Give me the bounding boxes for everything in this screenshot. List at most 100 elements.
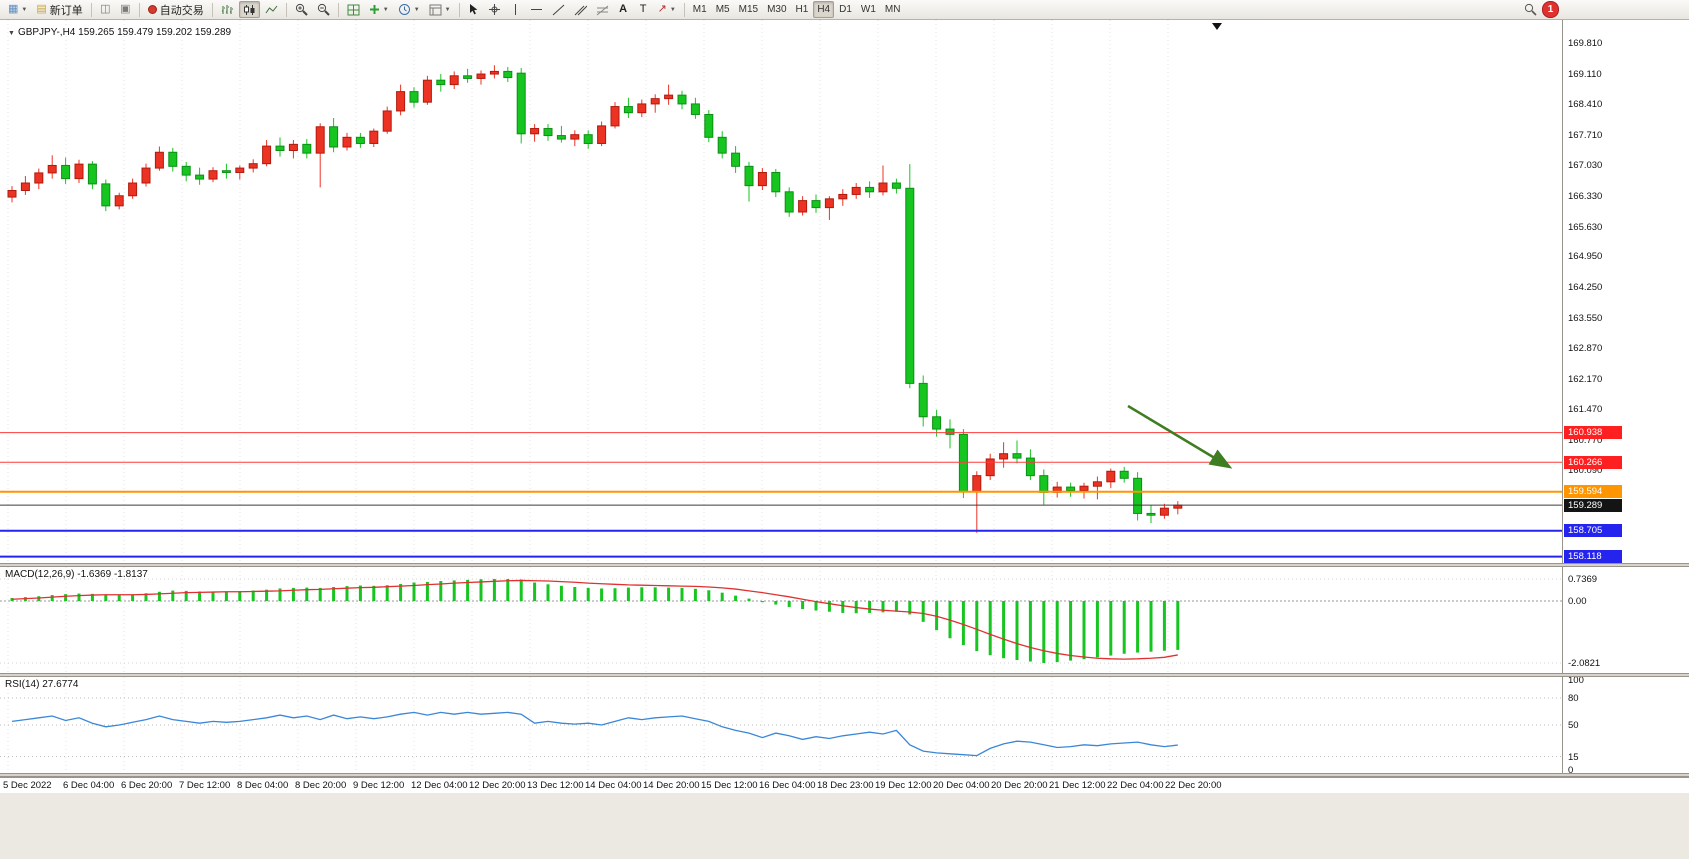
crosshair-icon bbox=[488, 4, 500, 15]
auto-trading-label: 自动交易 bbox=[159, 4, 204, 17]
cursor-icon bbox=[469, 4, 478, 15]
rsi-pane[interactable] bbox=[0, 677, 1562, 773]
time-label: 7 Dec 12:00 bbox=[179, 780, 231, 791]
timeframe-m5-button[interactable]: M5 bbox=[712, 1, 734, 18]
pane-splitter[interactable] bbox=[0, 773, 1689, 777]
macd-axis-label: 0.7369 bbox=[1568, 574, 1598, 586]
tile-windows-button[interactable] bbox=[343, 1, 364, 18]
chevron-down-icon: ▼ bbox=[413, 6, 420, 13]
time-label: 12 Dec 04:00 bbox=[411, 780, 468, 791]
text-icon: A bbox=[619, 3, 628, 15]
timeframe-h4-button[interactable]: H4 bbox=[813, 1, 835, 18]
chart-shift-marker[interactable] bbox=[1212, 23, 1222, 30]
macd-canvas[interactable] bbox=[0, 567, 1562, 673]
main-chart-canvas[interactable] bbox=[0, 20, 1562, 563]
notification-badge[interactable]: 1 bbox=[1542, 1, 1559, 18]
bar-chart-icon bbox=[221, 4, 233, 14]
indicators-plus-icon bbox=[369, 5, 379, 14]
new-order-button[interactable]: ▤ 新订单 bbox=[32, 1, 86, 18]
price-axis-label: 164.950 bbox=[1568, 251, 1603, 263]
data-window-button[interactable]: ▣ bbox=[116, 1, 135, 18]
indicators-button[interactable]: ▼ bbox=[365, 1, 393, 18]
chart-window-icon: ▦ bbox=[8, 3, 19, 15]
price-axis-label: 162.170 bbox=[1568, 373, 1603, 385]
macd-label: MACD(12,26,9) -1.6369 -1.8137 bbox=[5, 569, 148, 580]
line-chart-button[interactable] bbox=[261, 1, 282, 18]
templates-button[interactable]: ▼ bbox=[425, 1, 455, 18]
data-window-icon: ▣ bbox=[120, 3, 131, 15]
timeframe-d1-button[interactable]: D1 bbox=[835, 1, 856, 18]
main-toolbar: ▦ ▼ ▤ 新订单 ◫ ▣ 自动交易 bbox=[0, 0, 1689, 20]
crosshair-tool-button[interactable] bbox=[484, 1, 505, 18]
search-button[interactable] bbox=[1520, 1, 1541, 18]
template-icon bbox=[429, 4, 442, 15]
time-label: 18 Dec 23:00 bbox=[817, 780, 874, 791]
new-order-icon: ▤ bbox=[36, 3, 47, 15]
time-label: 14 Dec 20:00 bbox=[643, 780, 700, 791]
zoom-in-icon bbox=[295, 3, 308, 16]
horizontal-line-icon bbox=[530, 9, 542, 10]
profiles-button[interactable]: ◫ bbox=[96, 1, 115, 18]
time-label: 5 Dec 2022 bbox=[3, 780, 52, 791]
time-label: 8 Dec 04:00 bbox=[237, 780, 289, 791]
timeframe-w1-button[interactable]: W1 bbox=[857, 1, 880, 18]
time-label: 20 Dec 20:00 bbox=[991, 780, 1048, 791]
vertical-line-tool-button[interactable] bbox=[506, 1, 525, 18]
macd-axis-label: -2.0821 bbox=[1568, 658, 1601, 670]
toolbar-separator bbox=[285, 2, 287, 17]
rsi-label: RSI(14) 27.6774 bbox=[5, 679, 79, 690]
rsi-canvas[interactable] bbox=[0, 677, 1562, 773]
price-axis[interactable]: 169.810 169.110 168.410 167.710 167.030 166.3… bbox=[1562, 20, 1689, 776]
auto-trading-button[interactable]: 自动交易 bbox=[144, 1, 208, 18]
auto-trading-icon bbox=[147, 5, 157, 14]
symbol-info: ▼ GBPJPY-,H4 159.265 159.479 159.202 159.… bbox=[8, 27, 231, 38]
zoom-in-button[interactable] bbox=[291, 1, 312, 18]
time-label: 20 Dec 04:00 bbox=[933, 780, 990, 791]
timeframe-h1-button[interactable]: H1 bbox=[792, 1, 813, 18]
timeframe-mn-button[interactable]: MN bbox=[881, 1, 905, 18]
price-badge: 160.938 bbox=[1564, 426, 1622, 440]
pane-splitter[interactable] bbox=[0, 673, 1689, 677]
toolbar-separator bbox=[683, 2, 685, 17]
timeframe-m30-button[interactable]: M30 bbox=[763, 1, 790, 18]
new-chart-button[interactable]: ▦ ▼ bbox=[4, 1, 31, 18]
price-badge: 159.289 bbox=[1564, 498, 1622, 512]
time-axis[interactable]: 5 Dec 2022 6 Dec 04:00 6 Dec 20:00 7 Dec 12… bbox=[0, 777, 1689, 793]
time-label: 8 Dec 20:00 bbox=[295, 780, 347, 791]
label-tool-button[interactable]: T bbox=[634, 1, 653, 18]
toolbar-separator bbox=[458, 2, 460, 17]
bar-chart-button[interactable] bbox=[217, 1, 238, 18]
zoom-out-button[interactable] bbox=[313, 1, 334, 18]
price-axis-label: 163.550 bbox=[1568, 312, 1603, 324]
toolbar-separator bbox=[90, 2, 92, 17]
profiles-icon: ◫ bbox=[100, 3, 111, 15]
trendline-tool-button[interactable] bbox=[548, 1, 569, 18]
periods-button[interactable]: ▼ bbox=[394, 1, 424, 18]
price-axis-label: 160.090 bbox=[1568, 464, 1603, 476]
candlestick-chart-button[interactable] bbox=[238, 1, 260, 18]
horizontal-line-tool-button[interactable] bbox=[526, 1, 547, 18]
new-order-label: 新订单 bbox=[49, 4, 83, 17]
price-axis-label: 168.410 bbox=[1568, 99, 1603, 111]
time-label: 6 Dec 04:00 bbox=[63, 780, 115, 791]
rsi-axis-label: 0 bbox=[1568, 765, 1574, 776]
vertical-line-icon bbox=[514, 4, 516, 15]
cursor-tool-button[interactable] bbox=[464, 1, 483, 18]
search-icon bbox=[1524, 3, 1537, 16]
expand-triangle-icon[interactable]: ▼ bbox=[8, 30, 15, 37]
rsi-axis-label: 80 bbox=[1568, 693, 1579, 704]
rsi-axis-label: 50 bbox=[1568, 720, 1579, 731]
channel-tool-button[interactable] bbox=[570, 1, 591, 18]
timeframe-m1-button[interactable]: M1 bbox=[689, 1, 711, 18]
price-badge: 159.594 bbox=[1564, 485, 1622, 499]
fibonacci-tool-button[interactable] bbox=[592, 1, 613, 18]
price-axis-label: 167.030 bbox=[1568, 160, 1603, 171]
arrows-tool-button[interactable]: ↗ ▼ bbox=[654, 1, 680, 18]
main-chart-pane[interactable] bbox=[0, 20, 1562, 563]
timeframe-m15-button[interactable]: M15 bbox=[735, 1, 762, 18]
text-tool-button[interactable]: A bbox=[614, 1, 633, 18]
macd-pane[interactable] bbox=[0, 567, 1562, 673]
pane-splitter[interactable] bbox=[0, 563, 1689, 567]
macd-axis-label: 0.00 bbox=[1568, 596, 1587, 607]
price-axis-label: 166.330 bbox=[1568, 190, 1603, 202]
